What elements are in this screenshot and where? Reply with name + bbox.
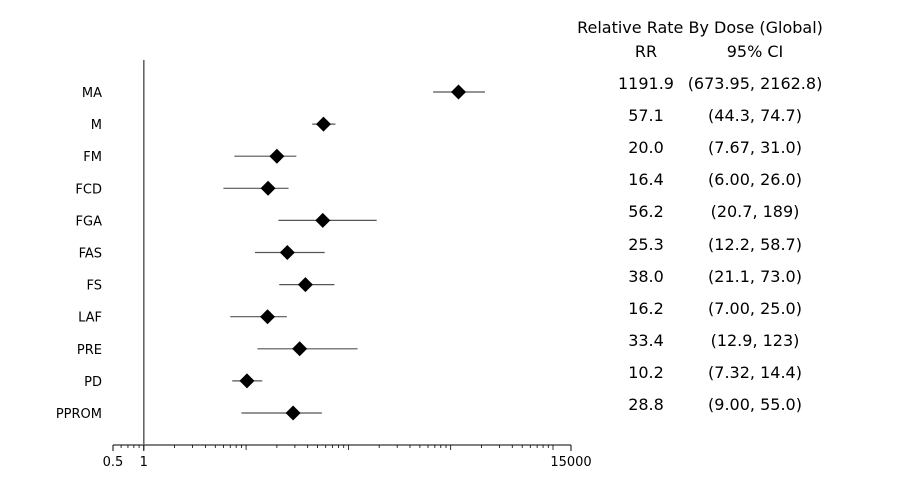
row-label: FM xyxy=(83,150,102,165)
rr-marker xyxy=(269,148,285,164)
x-tick-label: 1 xyxy=(140,455,148,470)
rr-value: 33.4 xyxy=(628,330,664,350)
rr-marker xyxy=(260,180,276,196)
rr-marker xyxy=(260,309,276,325)
rr-value: 56.2 xyxy=(628,202,664,222)
row-label: M xyxy=(91,118,102,133)
rr-value: 57.1 xyxy=(628,106,664,126)
row-label: LAF xyxy=(78,311,102,326)
rr-marker xyxy=(292,341,308,357)
row-label: FS xyxy=(86,279,102,294)
ci-value: (9.00, 55.0) xyxy=(708,395,802,414)
rr-value: 25.3 xyxy=(628,234,664,254)
ci-value: (21.1, 73.0) xyxy=(708,266,802,286)
rr-marker xyxy=(315,116,331,132)
ci-value: (44.3, 74.7) xyxy=(708,106,802,126)
ci-value: (6.00, 26.0) xyxy=(708,170,802,190)
rr-marker xyxy=(315,212,331,228)
rr-value: 20.0 xyxy=(628,138,664,158)
rr-value: 38.0 xyxy=(628,266,664,286)
rr-value: 28.8 xyxy=(628,395,664,414)
ci-value: (20.7, 189) xyxy=(710,202,800,222)
row-label: FGA xyxy=(76,214,103,229)
x-tick-label: 15000 xyxy=(550,455,591,470)
x-tick-label: 0.5 xyxy=(103,455,124,470)
ci-value: (673.95, 2162.8) xyxy=(687,74,823,93)
rows-layer: MA M FM FCD FGA FAS FS LAF PRE PD PPROM xyxy=(56,84,485,422)
row-label: PPROM xyxy=(56,407,102,422)
rr-marker xyxy=(297,277,313,293)
ci-value: (12.2, 58.7) xyxy=(708,234,802,254)
ci-value: (7.00, 25.0) xyxy=(708,298,802,318)
rr-value: 16.2 xyxy=(628,298,664,318)
axis-layer: 0.5 1 15000 xyxy=(103,60,592,470)
rr-marker xyxy=(279,245,295,260)
rr-value: 1191.9 xyxy=(618,74,674,93)
row-label: PRE xyxy=(77,343,102,358)
ci-column-header: 95% CI xyxy=(726,42,784,61)
rr-value: 16.4 xyxy=(628,170,664,190)
rr-marker xyxy=(450,84,466,100)
row-label: FAS xyxy=(79,247,102,262)
row-label: PD xyxy=(84,375,102,390)
table-title: Relative Rate By Dose (Global) xyxy=(577,18,823,37)
ci-value: (7.32, 14.4) xyxy=(708,362,802,382)
ci-value: (7.67, 31.0) xyxy=(708,138,802,158)
rr-column-header: RR xyxy=(634,42,658,61)
rr-marker xyxy=(239,373,255,389)
ci-value: (12.9, 123) xyxy=(710,330,800,350)
rr-marker xyxy=(285,405,301,421)
row-label: FCD xyxy=(75,182,102,197)
rr-value: 10.2 xyxy=(628,362,664,382)
row-label: MA xyxy=(82,86,102,101)
